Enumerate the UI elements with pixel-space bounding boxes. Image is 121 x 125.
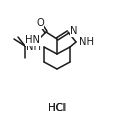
Text: HCl: HCl <box>48 103 66 113</box>
Text: HCl: HCl <box>48 103 66 113</box>
Text: O: O <box>36 18 44 28</box>
Text: NH: NH <box>79 37 94 47</box>
Text: HN: HN <box>25 35 40 45</box>
Text: N: N <box>70 26 77 36</box>
Text: NH: NH <box>26 42 41 52</box>
